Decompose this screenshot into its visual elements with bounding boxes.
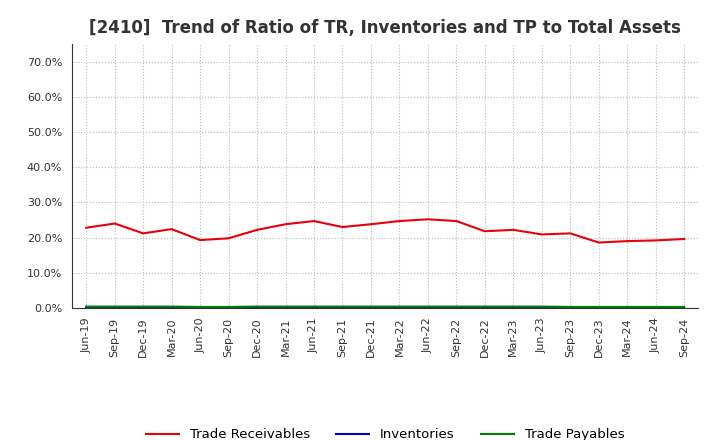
Trade Receivables — [282, 222, 290, 227]
Inventories — [167, 305, 176, 310]
Legend: Trade Receivables, Inventories, Trade Payables: Trade Receivables, Inventories, Trade Pa… — [141, 423, 629, 440]
Inventories — [652, 305, 660, 310]
Inventories — [338, 305, 347, 310]
Inventories — [253, 305, 261, 310]
Trade Payables — [167, 304, 176, 309]
Trade Receivables — [139, 231, 148, 236]
Inventories — [139, 305, 148, 310]
Trade Receivables — [566, 231, 575, 236]
Trade Payables — [366, 304, 375, 309]
Trade Payables — [110, 304, 119, 309]
Trade Receivables — [423, 216, 432, 222]
Inventories — [480, 305, 489, 310]
Trade Payables — [139, 304, 148, 309]
Trade Payables — [338, 304, 347, 309]
Trade Receivables — [537, 232, 546, 237]
Trade Receivables — [167, 227, 176, 232]
Trade Receivables — [310, 218, 318, 224]
Trade Receivables — [253, 227, 261, 232]
Trade Receivables — [680, 236, 688, 242]
Inventories — [566, 305, 575, 310]
Title: [2410]  Trend of Ratio of TR, Inventories and TP to Total Assets: [2410] Trend of Ratio of TR, Inventories… — [89, 19, 681, 37]
Inventories — [310, 305, 318, 310]
Trade Receivables — [82, 225, 91, 231]
Trade Payables — [82, 304, 91, 309]
Trade Payables — [395, 304, 404, 309]
Inventories — [110, 305, 119, 310]
Inventories — [196, 305, 204, 310]
Trade Payables — [282, 304, 290, 309]
Trade Payables — [253, 304, 261, 309]
Line: Trade Receivables: Trade Receivables — [86, 219, 684, 242]
Trade Payables — [595, 304, 603, 310]
Trade Payables — [566, 304, 575, 310]
Trade Payables — [680, 304, 688, 310]
Trade Receivables — [623, 238, 631, 244]
Inventories — [595, 305, 603, 310]
Trade Payables — [196, 304, 204, 310]
Inventories — [452, 305, 461, 310]
Trade Payables — [225, 304, 233, 310]
Trade Payables — [310, 304, 318, 309]
Trade Receivables — [338, 224, 347, 230]
Trade Receivables — [480, 229, 489, 234]
Trade Payables — [537, 304, 546, 309]
Inventories — [623, 305, 631, 310]
Inventories — [82, 305, 91, 310]
Inventories — [509, 305, 518, 310]
Trade Receivables — [110, 221, 119, 226]
Trade Receivables — [595, 240, 603, 245]
Trade Receivables — [225, 236, 233, 241]
Trade Receivables — [652, 238, 660, 243]
Trade Payables — [480, 304, 489, 309]
Inventories — [282, 305, 290, 310]
Trade Receivables — [452, 218, 461, 224]
Trade Receivables — [366, 222, 375, 227]
Inventories — [423, 305, 432, 310]
Trade Receivables — [509, 227, 518, 232]
Trade Receivables — [196, 238, 204, 243]
Trade Payables — [652, 304, 660, 310]
Trade Payables — [509, 304, 518, 309]
Inventories — [680, 305, 688, 310]
Trade Payables — [623, 304, 631, 310]
Inventories — [225, 305, 233, 310]
Trade Receivables — [395, 218, 404, 224]
Inventories — [395, 305, 404, 310]
Trade Payables — [452, 304, 461, 309]
Inventories — [537, 305, 546, 310]
Inventories — [366, 305, 375, 310]
Trade Payables — [423, 304, 432, 309]
